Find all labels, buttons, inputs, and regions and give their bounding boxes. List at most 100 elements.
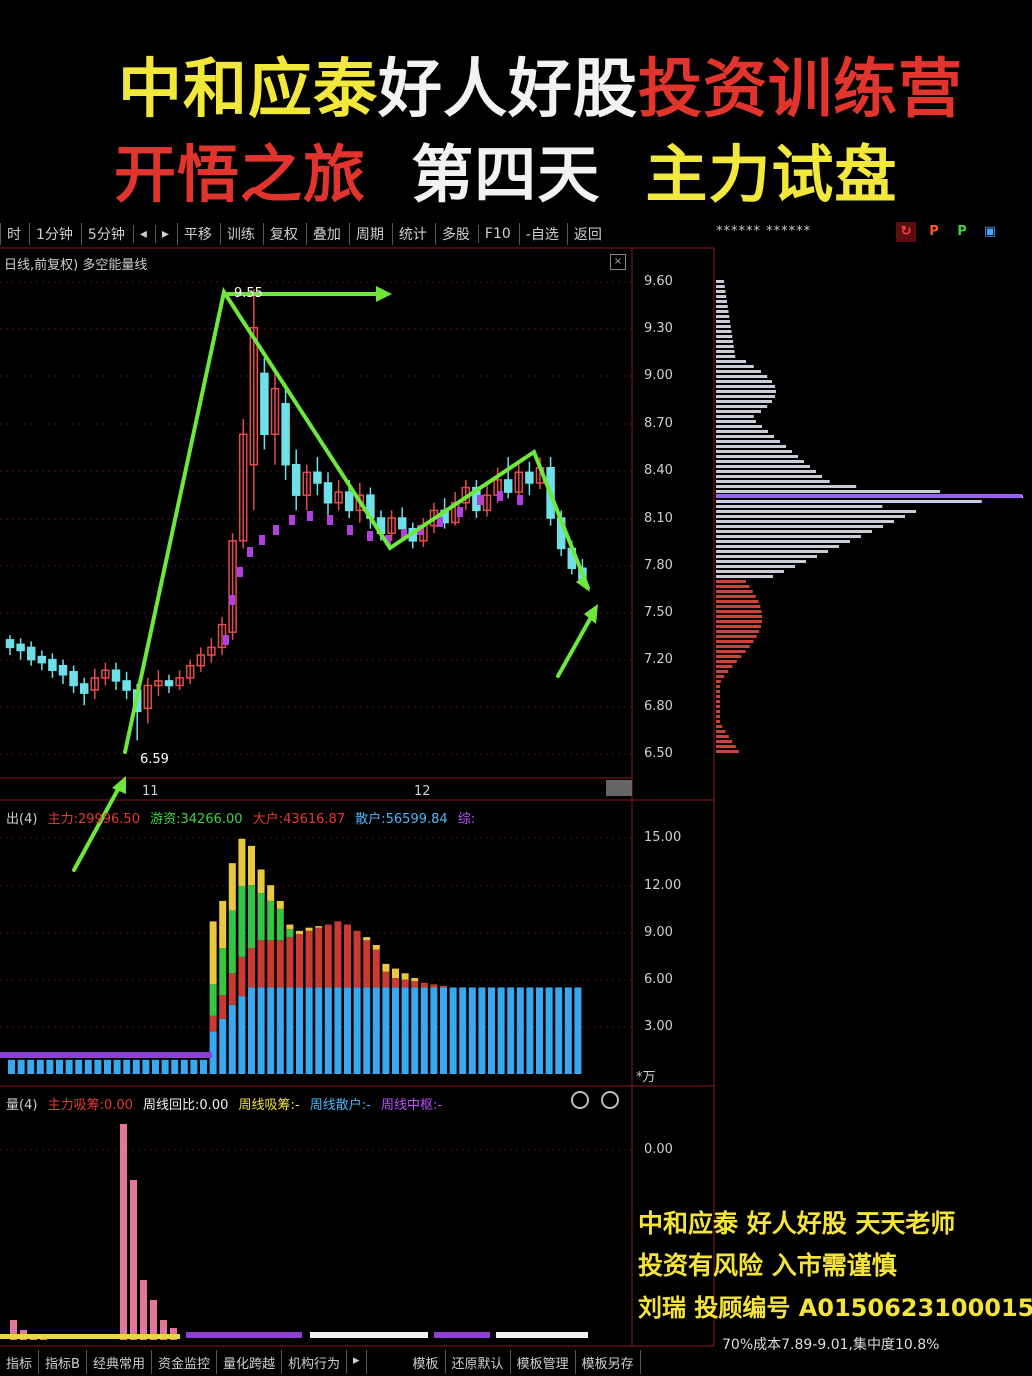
toolbar-btn-6[interactable]: 训练 xyxy=(219,223,261,245)
acc-legend-5: 周线中枢:- xyxy=(380,1098,443,1113)
flag-red-icon[interactable]: P xyxy=(929,224,939,239)
tab-1[interactable]: 指标B xyxy=(39,1350,87,1374)
tab-10[interactable]: 模板另存 xyxy=(576,1350,641,1374)
tab-5[interactable]: 机构行为 xyxy=(282,1350,347,1374)
toolbar-btn-7[interactable]: 复权 xyxy=(262,223,304,245)
low-up-arrow xyxy=(72,780,124,872)
flow-bar-segment xyxy=(257,869,265,894)
chip-bar xyxy=(716,485,857,488)
chip-bar xyxy=(716,520,894,523)
settings-icon xyxy=(571,1091,589,1109)
flow-bar-segment xyxy=(209,1031,217,1074)
chip-bar xyxy=(716,730,726,733)
refresh-icon[interactable]: ↻ xyxy=(896,222,916,242)
candle-body xyxy=(16,643,25,652)
y-tick-0: 9.60 xyxy=(644,274,673,289)
footer-line-3: 刘瑞 投顾编号 A0150623100015 xyxy=(638,1294,1032,1322)
flow-bar-segment xyxy=(392,987,399,1074)
candle-body xyxy=(249,326,259,466)
chip-bar xyxy=(716,545,839,548)
gear-icon xyxy=(601,1091,619,1109)
toolbar-btn-1[interactable]: 1分钟 xyxy=(29,223,79,245)
y-tick-1: 9.30 xyxy=(644,321,673,336)
flow-bar-segment xyxy=(238,956,246,997)
y-tick-8: 7.20 xyxy=(644,652,673,667)
acc-legend-0: 量(4) xyxy=(6,1098,38,1113)
flow-bar-segment xyxy=(372,944,380,950)
tab-2[interactable]: 经典常用 xyxy=(87,1350,152,1374)
tab-8[interactable]: 还原默认 xyxy=(446,1350,511,1374)
panel-close-icon[interactable]: × xyxy=(610,254,626,270)
tab-3[interactable]: 资金监控 xyxy=(152,1350,217,1374)
toolbar-btn-4[interactable]: ▸ xyxy=(154,225,175,243)
flow-bar-segment xyxy=(238,885,246,957)
toolbar-btn-3[interactable]: ◂ xyxy=(132,225,153,243)
chip-bar xyxy=(716,405,768,408)
candle-body xyxy=(143,684,153,710)
vol-y-tick-1: 12.00 xyxy=(644,878,682,893)
chip-bar xyxy=(716,640,754,643)
chip-bar xyxy=(716,525,883,528)
acc-y-tick: 0.00 xyxy=(644,1142,673,1157)
flow-bar-segment xyxy=(315,927,323,988)
tab-9[interactable]: 模板管理 xyxy=(511,1350,576,1374)
toolbar-btn-13[interactable]: -自选 xyxy=(518,223,565,245)
tab-0[interactable]: 指标 xyxy=(0,1350,40,1374)
footer-line-1: 中和应泰 好人好股 天天老师 xyxy=(638,1209,956,1238)
toolbar-btn-10[interactable]: 统计 xyxy=(391,223,433,245)
chip-bar xyxy=(716,605,761,608)
title-1-part-2: 好人好股 xyxy=(378,52,638,127)
chip-bar xyxy=(716,415,754,418)
chip-bar xyxy=(716,450,792,453)
toolbar-btn-2[interactable]: 5分钟 xyxy=(80,223,131,245)
candle-body xyxy=(260,372,269,436)
chip-bar xyxy=(716,670,729,673)
title-2-part-2: 第四天 xyxy=(411,138,601,211)
toolbar-btn-0[interactable]: 时 xyxy=(0,223,27,245)
flow-bar-segment xyxy=(267,900,275,941)
chip-bar xyxy=(716,530,872,533)
candle-body xyxy=(111,669,121,682)
chip-bar xyxy=(716,435,774,438)
energy-dot xyxy=(347,525,353,535)
vol-y-tick-2: 9.00 xyxy=(644,925,673,940)
flow-bar-segment xyxy=(382,987,390,1074)
flow-bar-segment xyxy=(344,987,351,1074)
chip-bar xyxy=(716,625,761,628)
vol-legend-4: 散户:56599.84 xyxy=(355,812,448,827)
flow-bar-segment xyxy=(363,937,371,941)
chip-bar xyxy=(716,385,775,388)
toolbar-btn-8[interactable]: 叠加 xyxy=(305,223,347,245)
flow-bar-segment xyxy=(257,893,265,941)
flag-green-icon[interactable]: P xyxy=(957,224,967,239)
chip-bar xyxy=(716,280,724,283)
vol-y-tick-4: 3.00 xyxy=(644,1019,673,1034)
tab-4[interactable]: 量化跨越 xyxy=(217,1350,282,1374)
tab-7[interactable]: 模板 xyxy=(407,1350,446,1374)
scroll-thumb[interactable] xyxy=(606,780,632,796)
toolbar-btn-5[interactable]: 平移 xyxy=(176,223,218,245)
toolbar-btn-9[interactable]: 周期 xyxy=(348,223,390,245)
toolbar-btn-11[interactable]: 多股 xyxy=(434,223,476,245)
vol-legend-1: 主力:29996.50 xyxy=(47,812,140,827)
energy-dot xyxy=(289,515,295,525)
tab-6[interactable]: ▸ xyxy=(347,1350,367,1374)
flow-bar-segment xyxy=(305,987,313,1074)
candle-body xyxy=(37,655,47,664)
x-label-nov: 11 xyxy=(142,784,159,799)
acc-legend-1: 主力吸筹:0.00 xyxy=(47,1098,133,1113)
toolbar-btn-12[interactable]: F10 xyxy=(477,225,517,243)
flow-bar-segment xyxy=(296,930,303,934)
chip-bar xyxy=(716,665,733,668)
flow-bar-segment xyxy=(123,1059,131,1074)
flow-bar-segment xyxy=(401,973,409,980)
flow-bar-segment xyxy=(497,987,505,1074)
window-icon[interactable]: ▣ xyxy=(983,224,997,239)
flow-bar-segment xyxy=(209,921,217,985)
flow-bar-segment xyxy=(382,963,390,972)
flow-bar-segment xyxy=(372,987,380,1074)
energy-dot xyxy=(273,525,279,535)
toolbar-btn-14[interactable]: 返回 xyxy=(566,223,608,245)
flow-bar-segment xyxy=(545,987,553,1074)
flow-bar-segment xyxy=(257,987,265,1074)
